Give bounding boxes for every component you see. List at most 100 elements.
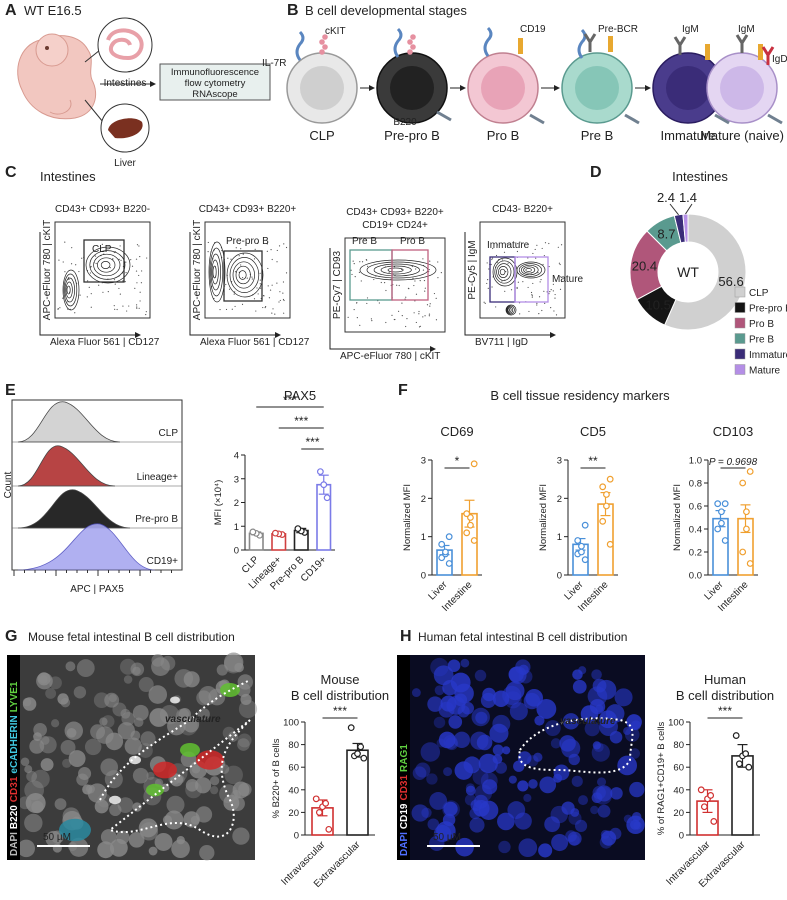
contour (209, 247, 224, 297)
event-dot (541, 309, 543, 312)
event-dot (139, 291, 141, 293)
event-dot (266, 250, 268, 252)
event-dot (271, 284, 273, 286)
nucleus (457, 705, 470, 718)
x-axis-label: BV711 | IgD (475, 337, 528, 348)
event-dot (278, 301, 280, 303)
donut-slice (682, 213, 689, 243)
channel-label: DAPI B220 CD31 eCADHERIN LYVE1 (9, 681, 20, 856)
data-point (578, 548, 585, 556)
event-dot (534, 248, 536, 251)
event-dot (378, 302, 380, 304)
nucleus (39, 736, 57, 754)
receptor (410, 34, 416, 40)
event-dot (522, 281, 524, 283)
event-dot (437, 261, 439, 263)
panel-label: E (5, 382, 16, 399)
nucleus (443, 767, 453, 777)
receptor (758, 44, 763, 60)
event-dot (270, 249, 272, 251)
nucleus (455, 837, 474, 857)
gate-label: CLP (92, 244, 112, 255)
contour (516, 261, 546, 279)
data-point (320, 481, 328, 489)
nucleus (24, 813, 43, 833)
nucleus (470, 799, 483, 812)
event-dot (70, 263, 73, 265)
y-tick-label: 3 (234, 474, 239, 485)
y-tick-label: 100 (283, 718, 299, 729)
event-dot (138, 307, 140, 309)
nucleus (90, 724, 106, 740)
y-axis-label: APC-eFluor 780 | cKIT (192, 220, 203, 320)
y-tick-label: 1.0 (689, 456, 702, 467)
nucleus (185, 779, 199, 792)
nucleus (411, 804, 429, 822)
legend-label: Pro B (749, 319, 774, 330)
event-dot (413, 312, 415, 314)
gate (223, 250, 263, 302)
event-dot (68, 278, 70, 281)
event-dot (136, 307, 138, 309)
event-dot (522, 242, 524, 244)
event-dot (95, 262, 97, 265)
nucleus (412, 766, 427, 780)
event-dot (517, 281, 519, 283)
y-tick-label: 0 (421, 571, 426, 582)
event-dot (495, 254, 498, 257)
event-dot (385, 321, 387, 324)
nucleus (534, 715, 545, 726)
event-dot (64, 271, 66, 273)
annotation: vasculature (165, 714, 221, 725)
stage-label: Pre-pro B (384, 128, 440, 143)
event-dot (282, 292, 284, 294)
event-dot (101, 243, 103, 245)
receptor (608, 36, 613, 52)
event-dot (537, 272, 539, 274)
nucleus (45, 688, 57, 699)
y-tick-label: 60 (673, 763, 684, 774)
nucleus (443, 801, 458, 817)
y-axis-label: Normalized MFI (672, 484, 683, 551)
data-point (470, 537, 478, 544)
event-dot (413, 284, 415, 287)
signal (59, 818, 91, 842)
event-dot (113, 305, 115, 307)
nucleus (411, 688, 421, 698)
nucleus (138, 818, 158, 838)
chart-title: CD5 (580, 424, 606, 439)
event-dot (271, 258, 273, 261)
nucleus (124, 737, 142, 755)
nucleus (232, 827, 250, 845)
nucleus (553, 764, 570, 781)
event-dot (138, 274, 140, 277)
event-dot (491, 286, 493, 288)
signal (196, 750, 224, 770)
event-dot (241, 303, 244, 306)
nucleus (57, 693, 69, 705)
nucleus (29, 738, 45, 754)
nucleus (182, 716, 200, 733)
nucleus (539, 776, 557, 794)
nucleus (151, 654, 165, 667)
legend-label: Pre B (749, 335, 774, 346)
nucleus (227, 731, 239, 742)
nucleus (22, 697, 37, 711)
y-tick-label: 1 (421, 532, 426, 543)
receptor (529, 113, 545, 125)
nucleus (528, 779, 538, 789)
data-point (581, 521, 589, 529)
event-dot (559, 263, 561, 266)
event-dot (435, 319, 438, 321)
data-point (697, 786, 705, 794)
event-dot (405, 325, 407, 328)
receptor (583, 33, 597, 52)
event-dot (550, 306, 552, 309)
event-dot (139, 255, 141, 258)
contour (238, 270, 247, 280)
stage-label: Pro B (487, 128, 520, 143)
slice-label: 56.6 (718, 274, 743, 289)
nucleus (64, 721, 84, 740)
y-tick-label: 80 (673, 740, 684, 751)
event-dot (552, 283, 554, 285)
